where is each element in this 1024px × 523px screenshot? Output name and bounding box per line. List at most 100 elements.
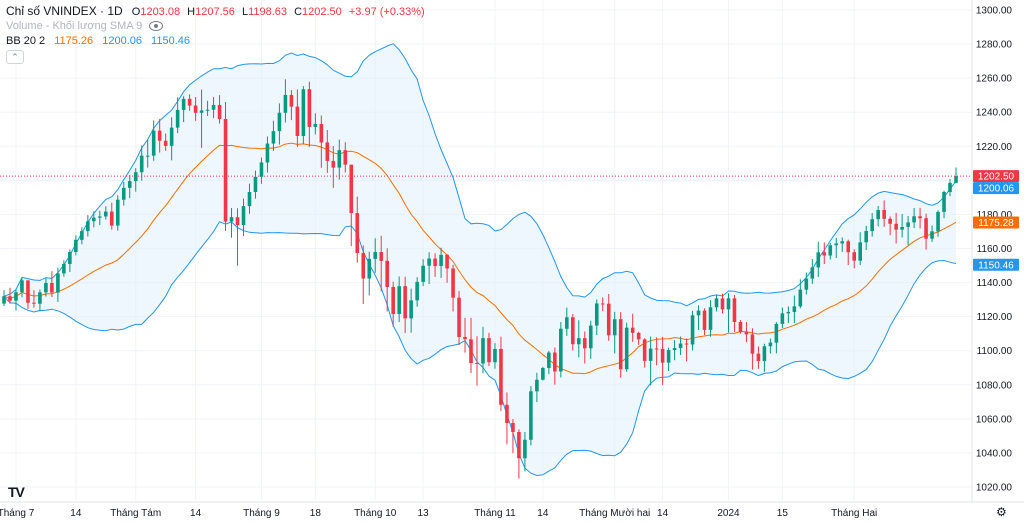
- eye-icon[interactable]: [149, 21, 164, 32]
- price-axis: 1020.00 1040.00 1060.00 1080.00 1100.00 1120.…: [976, 6, 1013, 494]
- candle-body: [678, 343, 683, 349]
- candle-body: [882, 210, 886, 219]
- candle-body: [451, 268, 455, 298]
- price-tick-label: 1220.00: [976, 142, 1013, 153]
- candle-body: [20, 280, 24, 293]
- candle: [235, 208, 240, 266]
- volume-legend[interactable]: Volume - Khối lượng SMA 9: [6, 19, 164, 33]
- candle: [870, 212, 874, 237]
- candle-body: [696, 310, 701, 316]
- candle: [379, 235, 384, 292]
- candle: [229, 207, 234, 238]
- candle-body: [822, 252, 827, 256]
- price-tag-label: 1200.06: [978, 184, 1015, 195]
- candle: [714, 294, 719, 312]
- candle-body: [98, 216, 102, 218]
- candle: [307, 81, 312, 147]
- price-tag-bg: [973, 170, 1019, 183]
- candle: [535, 372, 539, 403]
- symbol-title[interactable]: Chỉ số VNINDEX · 1D: [6, 4, 123, 18]
- candle: [499, 336, 503, 411]
- candle-body: [499, 348, 503, 405]
- price-tick-label: 1140.00: [977, 278, 1013, 289]
- candle: [882, 200, 886, 227]
- candle-body: [804, 278, 809, 290]
- tradingview-logo[interactable]: TV: [8, 484, 25, 500]
- candle-body: [415, 281, 419, 301]
- candle: [373, 238, 378, 273]
- price-tag-bg: [973, 258, 1019, 271]
- candle-body: [74, 239, 78, 252]
- candle-body: [654, 348, 659, 350]
- candle-body: [439, 254, 443, 267]
- candle: [571, 314, 575, 351]
- time-tick-label: Tháng 7: [0, 508, 35, 519]
- candle: [864, 225, 868, 250]
- candle: [475, 336, 479, 386]
- candle-body: [427, 258, 431, 266]
- candle: [409, 288, 413, 333]
- candle-body: [319, 123, 324, 143]
- candle: [32, 290, 36, 308]
- time-tick-label: Tháng Hai: [831, 508, 877, 519]
- candle: [738, 320, 743, 334]
- candle-body: [265, 143, 270, 163]
- candle-body: [109, 211, 114, 226]
- candle: [666, 347, 671, 372]
- candles: [2, 79, 958, 479]
- candle-body: [942, 191, 946, 212]
- price-tick-label: 1080.00: [976, 380, 1013, 391]
- candle-body: [14, 292, 18, 301]
- candle: [277, 103, 282, 145]
- candle-body: [559, 328, 563, 372]
- candle-body: [247, 191, 252, 207]
- chevron-up-icon[interactable]: ⌃: [6, 50, 24, 64]
- candle: [397, 276, 401, 323]
- candle: [139, 145, 144, 181]
- candle: [600, 297, 605, 312]
- candle: [852, 249, 857, 269]
- candle: [744, 322, 749, 343]
- candle: [367, 251, 372, 296]
- candle: [732, 294, 737, 332]
- candle: [169, 117, 174, 161]
- candle-body: [80, 231, 84, 240]
- candle-body: [50, 282, 54, 293]
- candle: [319, 115, 324, 168]
- candle: [103, 206, 108, 220]
- time-tick-label: 14: [190, 508, 202, 519]
- candle: [900, 214, 904, 238]
- candle: [774, 322, 779, 354]
- candle-body: [205, 109, 210, 111]
- bb-legend[interactable]: BB 20 2 1175.26 1200.06 1150.46: [6, 34, 190, 48]
- candle: [541, 366, 545, 381]
- candle-body: [211, 104, 216, 110]
- candle-body: [325, 142, 330, 161]
- candle: [445, 254, 449, 283]
- candle-body: [900, 226, 904, 230]
- candle: [918, 207, 922, 229]
- candle: [834, 237, 839, 258]
- candle-body: [756, 353, 761, 362]
- candle-body: [816, 252, 821, 268]
- price-tick-label: 1280.00: [976, 40, 1013, 51]
- candle: [2, 290, 6, 307]
- candle: [433, 253, 437, 277]
- candle: [894, 212, 898, 244]
- price-tick-label: 1300.00: [976, 6, 1013, 17]
- gear-icon[interactable]: ⚙: [996, 505, 1007, 519]
- candle: [511, 418, 515, 454]
- candle: [930, 225, 934, 242]
- candle: [283, 79, 288, 123]
- candle: [427, 252, 431, 285]
- candle-body: [217, 104, 222, 119]
- candle-body: [576, 338, 581, 345]
- candle-body: [553, 352, 557, 372]
- candle-body: [906, 222, 910, 227]
- candle-body: [864, 231, 868, 243]
- time-tick-label: 14: [657, 508, 669, 519]
- candle-body: [744, 331, 749, 335]
- candle: [205, 100, 210, 116]
